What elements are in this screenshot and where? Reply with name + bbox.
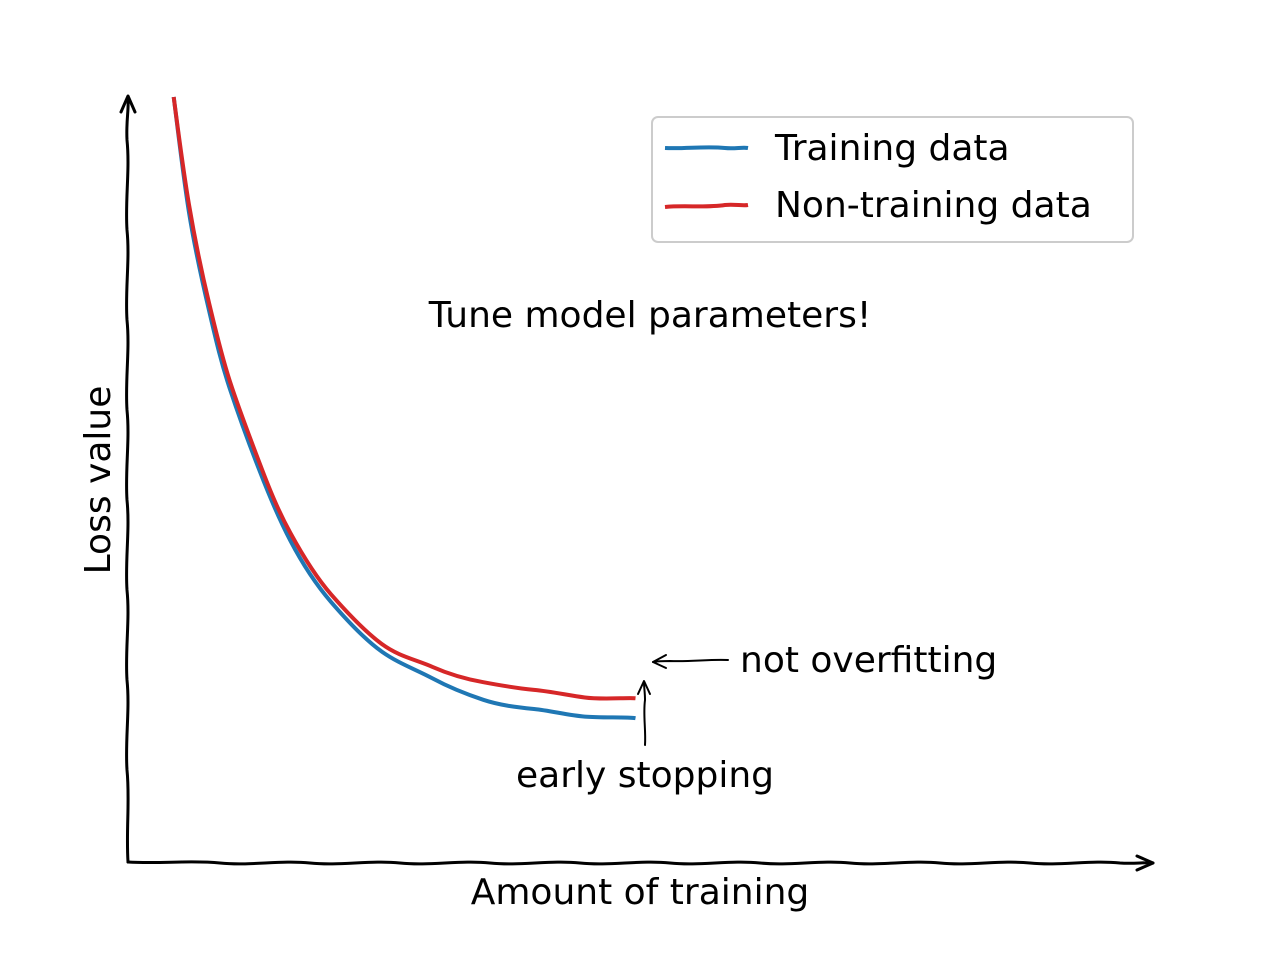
annotation-not-overfitting: not overfitting (740, 640, 997, 681)
arrow-not-overfitting (652, 658, 729, 663)
legend-box (651, 116, 1134, 243)
series-line-training (171, 96, 636, 721)
x-axis (126, 860, 1155, 866)
legend-label-training: Training data (774, 128, 1010, 169)
y-axis-arrowhead (119, 94, 137, 114)
series-layer (171, 96, 636, 721)
x-axis-arrowhead (1135, 854, 1155, 872)
legend: Training data Non-training data (651, 116, 1134, 243)
legend-label-non-training: Non-training data (775, 185, 1092, 226)
legend-swatch-training (664, 145, 749, 151)
legend-swatch-non-training (664, 202, 749, 209)
annotation-early-stopping: early stopping (516, 755, 774, 796)
x-axis-label: Amount of training (471, 872, 810, 913)
annotation-tune: Tune model parameters! (428, 295, 872, 336)
axes (119, 94, 1155, 872)
y-axis-label: Loss value (78, 386, 119, 575)
arrow-early-stopping-head (637, 680, 651, 695)
arrow-early-stopping (643, 681, 647, 746)
arrow-not-overfitting-head (652, 654, 667, 669)
y-axis (125, 95, 130, 864)
series-line-non-training (171, 96, 636, 701)
